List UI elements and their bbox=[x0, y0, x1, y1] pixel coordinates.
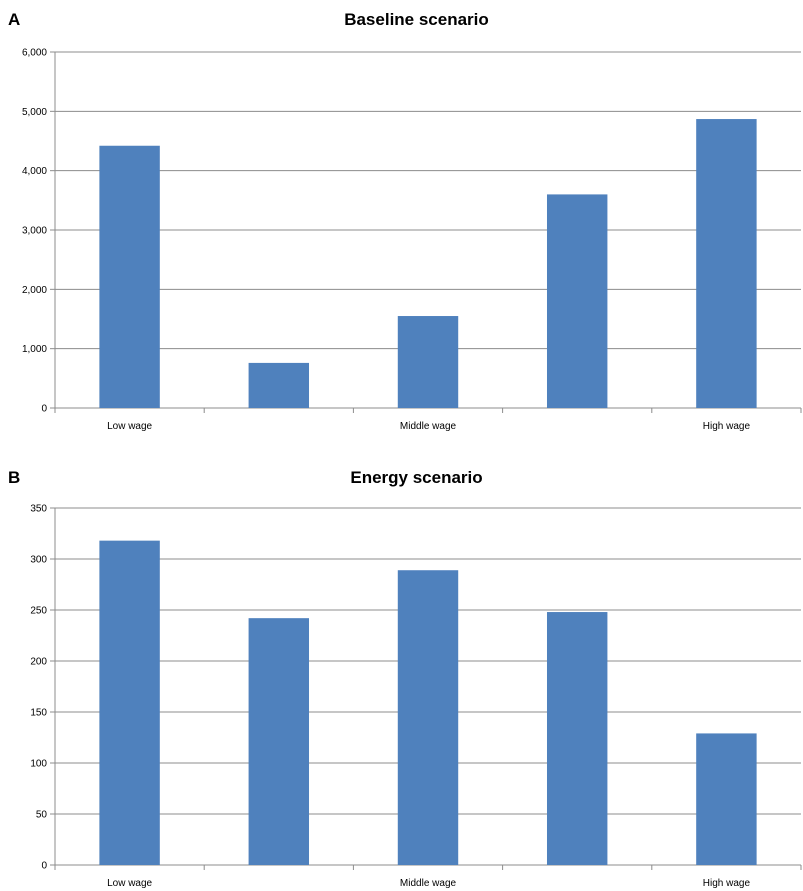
bar bbox=[546, 194, 608, 408]
x-tick-label: High wage bbox=[703, 421, 751, 432]
y-tick-label: 0 bbox=[41, 404, 47, 415]
x-tick-label: Low wage bbox=[107, 878, 152, 889]
panel-b: 0 50 100 150 200 250 300 350 Low wage Middle wage… bbox=[0, 460, 803, 891]
y-tick-label: 4,000 bbox=[22, 166, 47, 177]
y-tick-label: 200 bbox=[30, 657, 47, 668]
y-tick-label: 6,000 bbox=[22, 48, 47, 59]
y-tick-label: 3,000 bbox=[22, 226, 47, 237]
y-tick-label: 5,000 bbox=[22, 107, 47, 118]
baseline-chart-svg: 0 1,000 2,000 3,000 4,000 5,000 6,000 Low wage M… bbox=[22, 48, 802, 432]
bar bbox=[546, 612, 608, 865]
y-tick-label: 100 bbox=[30, 759, 47, 770]
y-tick-label: 250 bbox=[30, 606, 47, 617]
bar bbox=[248, 618, 310, 865]
bar bbox=[696, 119, 757, 409]
energy-chart-svg: 0 50 100 150 200 250 300 350 Low wage Middle wage… bbox=[30, 504, 802, 889]
y-tick-label: 150 bbox=[30, 708, 47, 719]
bar bbox=[397, 316, 459, 408]
chart-title-energy: Energy scenario bbox=[350, 468, 483, 487]
bar bbox=[397, 570, 459, 865]
y-tick-label: 0 bbox=[41, 861, 47, 872]
chart-title-baseline: Baseline scenario bbox=[344, 10, 489, 29]
x-tick-label: Middle wage bbox=[400, 878, 457, 889]
panel-a: 0 1,000 2,000 3,000 4,000 5,000 6,000 Low wage M… bbox=[0, 0, 803, 445]
x-tick-label: High wage bbox=[703, 878, 751, 889]
bar bbox=[696, 733, 757, 865]
panel-label-a: A bbox=[8, 10, 21, 29]
y-tick-label: 50 bbox=[36, 810, 48, 821]
x-tick-label: Low wage bbox=[107, 421, 152, 432]
panel-label-b: B bbox=[8, 468, 21, 487]
bar bbox=[99, 540, 160, 865]
y-tick-label: 300 bbox=[30, 555, 47, 566]
y-tick-label: 1,000 bbox=[22, 344, 47, 355]
y-tick-label: 350 bbox=[30, 504, 47, 515]
bar bbox=[99, 145, 160, 408]
y-tick-label: 2,000 bbox=[22, 285, 47, 296]
x-tick-label: Middle wage bbox=[400, 421, 457, 432]
bar bbox=[248, 362, 310, 408]
